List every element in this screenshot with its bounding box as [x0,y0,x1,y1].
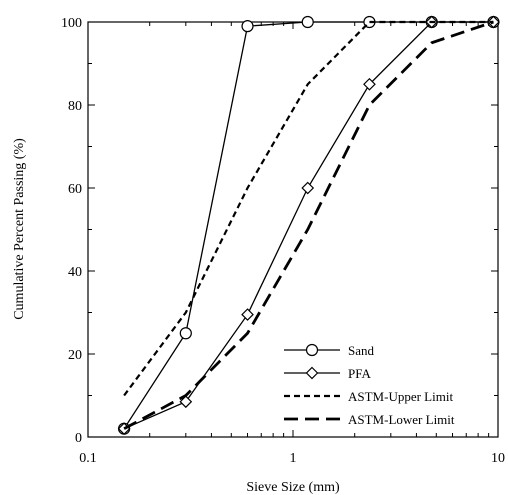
series-group [117,15,500,436]
data-point [363,77,376,91]
data-point [241,20,254,33]
legend-label: Sand [348,343,375,358]
series-line [123,20,494,397]
x-tick-label: 10 [491,451,505,466]
x-axis-title: Sieve Size (mm) [246,480,340,495]
data-point [301,15,314,29]
legend-label: ASTM-Lower Limit [348,412,455,427]
legend-label: PFA [348,366,371,381]
y-tick-label: 60 [68,182,82,197]
series-2 [123,20,494,397]
legend-marker [305,343,319,357]
legend-label: ASTM-Upper Limit [348,389,453,404]
data-point [241,308,254,321]
y-tick-label: 100 [61,16,82,31]
y-tick-label: 20 [68,348,82,363]
x-tick-label: 0.1 [79,451,97,466]
y-tick-label: 80 [68,99,82,114]
y-tick-label: 40 [68,265,82,280]
series-3 [123,20,494,430]
x-tick-label: 1 [290,451,297,466]
axis-ticks-group: 0 20 40 60 80 100 0.1 1 10 [61,16,505,466]
y-tick-label: 0 [75,431,82,446]
data-point [487,15,500,29]
legend: Sand PFA ASTM-Upper Limit ASTM-Lower Limit [284,343,455,427]
data-point [179,327,192,340]
plot-area-border [87,21,499,438]
legend-marker [305,366,319,380]
plot-frame-group [87,21,499,438]
data-point [301,181,315,195]
data-point [179,395,193,409]
series-line [123,20,494,430]
y-axis-title: Cumulative Percent Passing (%) [12,138,27,320]
